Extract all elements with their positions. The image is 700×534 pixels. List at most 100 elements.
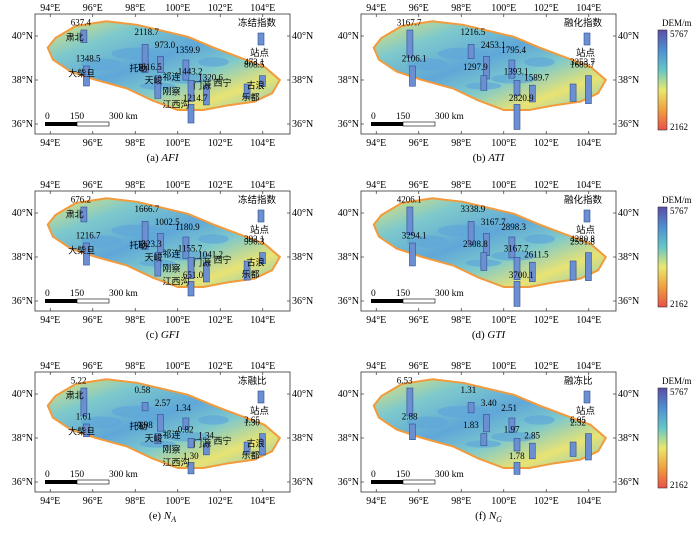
station-name: 大柴旦 bbox=[68, 425, 95, 436]
station-bar bbox=[513, 462, 521, 475]
station-name: 刚察 bbox=[163, 262, 181, 273]
scalebar-white bbox=[402, 479, 436, 485]
station-bar bbox=[187, 104, 195, 124]
lat-tick-label-right: 40°N bbox=[292, 208, 313, 219]
bar-value-label: 3167.7 bbox=[504, 244, 529, 254]
station-bar bbox=[80, 206, 88, 223]
station-bar bbox=[409, 242, 416, 267]
station-bar bbox=[182, 417, 190, 430]
highland-patch bbox=[406, 58, 448, 71]
lat-tick-label-right: 36°N bbox=[292, 477, 313, 488]
station-bar bbox=[243, 260, 251, 281]
scalebar-label: 0 bbox=[45, 112, 50, 122]
lat-tick-label-left: 40°N bbox=[338, 31, 359, 42]
highland-patch bbox=[437, 405, 489, 418]
scalebar-black bbox=[371, 299, 403, 303]
bar-value-label: 1348.5 bbox=[76, 53, 101, 63]
bar-value-label: 651.0 bbox=[183, 270, 204, 280]
station-name: 托勒 bbox=[129, 63, 147, 74]
bar-value-label: 2.85 bbox=[524, 431, 540, 441]
station-bar bbox=[569, 260, 577, 281]
scalebar-label: 150 bbox=[396, 289, 411, 299]
station-name: 刚察 bbox=[163, 85, 181, 96]
bar-value-label: 1.34 bbox=[175, 403, 191, 413]
panel-caption: (d) GTI bbox=[472, 329, 507, 341]
legend-station-label: 站点 bbox=[576, 405, 596, 417]
panel-caption: (a) AFI bbox=[146, 152, 179, 164]
bar-value-label: 0.58 bbox=[134, 385, 150, 395]
scalebar-label: 150 bbox=[70, 470, 85, 480]
lon-tick-label-bottom: 98°E bbox=[451, 315, 471, 326]
bar-value-label: 1393.1 bbox=[504, 67, 529, 77]
scalebar-white bbox=[76, 298, 110, 304]
lon-tick-label-top: 104°E bbox=[250, 361, 275, 372]
bar-value-label: 1041.2 bbox=[198, 250, 223, 260]
scalebar-label: 0 bbox=[45, 470, 50, 480]
bar-value-label: 0.98 bbox=[137, 420, 153, 430]
lon-tick-label-bottom: 96°E bbox=[409, 496, 429, 507]
lon-tick-label-bottom: 102°E bbox=[208, 315, 233, 326]
scalebar-white bbox=[76, 121, 110, 127]
legend-title: 冻融比 bbox=[238, 375, 267, 387]
bar-value-label: 2308.8 bbox=[463, 239, 488, 249]
bar-value-label: 2.51 bbox=[501, 403, 517, 413]
bar-value-label: 1359.9 bbox=[175, 45, 200, 55]
station-name: 门源 bbox=[193, 79, 211, 90]
station-name: 江西沟 bbox=[163, 276, 190, 287]
station-bar bbox=[409, 423, 416, 441]
lon-tick-label-bottom: 96°E bbox=[83, 315, 103, 326]
lat-tick-label-right: 38°N bbox=[292, 75, 313, 86]
station-bar bbox=[141, 221, 149, 250]
station-name: 肃北 bbox=[66, 389, 84, 400]
station-name: 乐都 bbox=[242, 91, 260, 102]
lat-tick-label-left: 38°N bbox=[338, 75, 359, 86]
lon-tick-label-bottom: 104°E bbox=[576, 138, 601, 149]
lat-tick-label-left: 38°N bbox=[12, 433, 33, 444]
legend-station-label: 站点 bbox=[576, 47, 596, 59]
bar-value-label: 1.34 bbox=[198, 431, 214, 441]
map-panel: 94°E 94°E 96°E 96°E 98°E 98°E 100°E 100°E 102°E 1… bbox=[12, 3, 313, 164]
lat-tick-label-left: 36°N bbox=[12, 119, 33, 130]
station-name: 江西沟 bbox=[163, 99, 190, 110]
colorbar-min: 2162 bbox=[670, 122, 688, 132]
lon-tick-label-top: 96°E bbox=[409, 180, 429, 191]
lon-tick-label-bottom: 96°E bbox=[409, 315, 429, 326]
lat-tick-label-right: 38°N bbox=[292, 252, 313, 263]
station-bar bbox=[83, 242, 90, 266]
station-name: 大柴旦 bbox=[68, 244, 95, 255]
bar-value-label: 637.4 bbox=[71, 17, 92, 27]
colorbar-max: 5767 bbox=[670, 29, 689, 39]
scalebar-black bbox=[45, 480, 77, 484]
station-bar bbox=[480, 75, 488, 91]
station-name: 门源 bbox=[193, 256, 211, 267]
station-bar bbox=[480, 252, 488, 271]
station-name: 刚察 bbox=[163, 443, 181, 454]
lon-tick-label-bottom: 104°E bbox=[250, 138, 275, 149]
scalebar-label: 300 km bbox=[435, 112, 464, 122]
bar-value-label: 1214.7 bbox=[183, 93, 208, 103]
station-bar bbox=[80, 387, 88, 417]
station-bar bbox=[569, 441, 577, 457]
station-bar bbox=[585, 75, 592, 104]
lat-tick-label-left: 40°N bbox=[12, 31, 33, 42]
legend-title: 融化指数 bbox=[564, 194, 603, 206]
station-name: 乐都 bbox=[242, 268, 260, 279]
bar-value-label: 1155.7 bbox=[178, 244, 203, 254]
bar-value-label: 1666.7 bbox=[134, 204, 159, 214]
station-bar bbox=[480, 433, 488, 447]
bar-value-label: 1320.6 bbox=[198, 73, 223, 83]
station-bar bbox=[467, 44, 475, 59]
bar-value-label: 2611.5 bbox=[524, 250, 549, 260]
lat-tick-label-left: 36°N bbox=[12, 477, 33, 488]
scalebar-label: 0 bbox=[371, 112, 376, 122]
lon-tick-label-top: 98°E bbox=[125, 3, 145, 14]
lon-tick-label-bottom: 102°E bbox=[534, 138, 559, 149]
lon-tick-label-top: 102°E bbox=[534, 3, 559, 14]
lat-tick-label-left: 38°N bbox=[338, 433, 359, 444]
station-bar bbox=[80, 29, 88, 43]
legend-title: 融化指数 bbox=[564, 17, 603, 29]
bar-value-label: 1002.5 bbox=[155, 217, 180, 227]
highland-patch bbox=[111, 224, 163, 237]
station-name: 乐都 bbox=[242, 449, 260, 460]
lat-tick-label-right: 40°N bbox=[618, 31, 639, 42]
